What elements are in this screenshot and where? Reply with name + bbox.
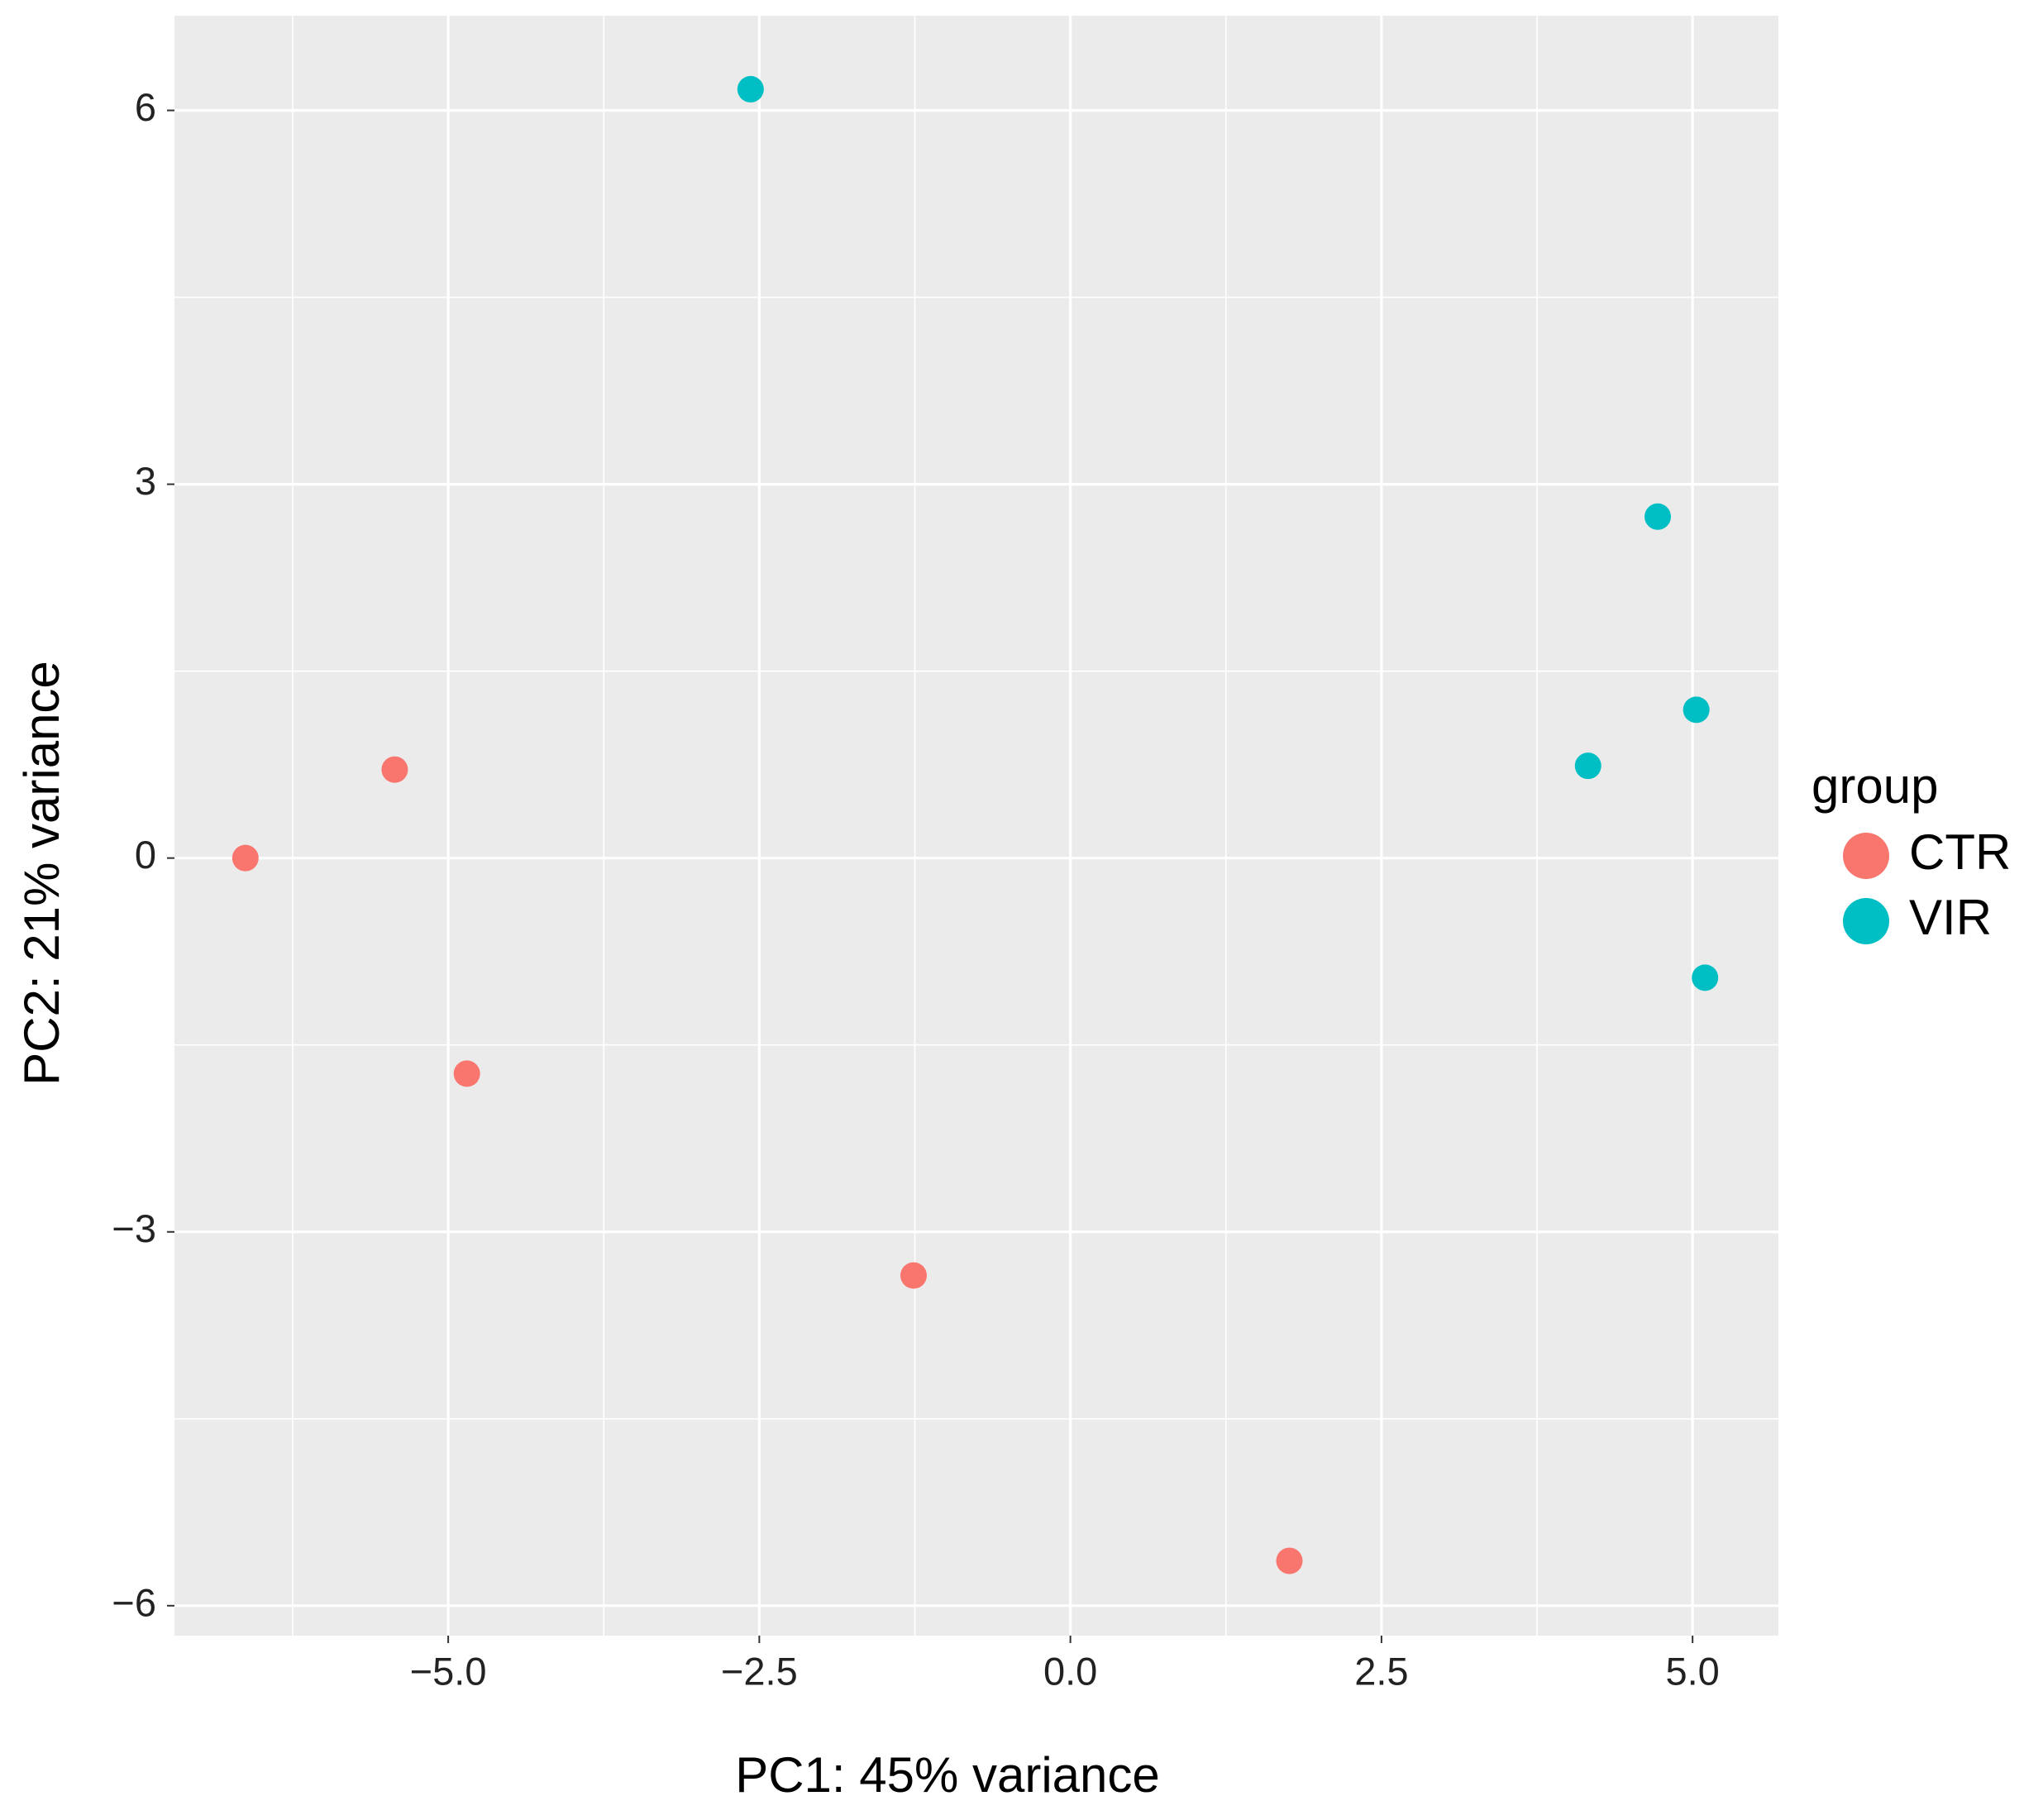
point	[232, 844, 259, 872]
point	[900, 1262, 927, 1289]
grid	[174, 16, 1778, 1636]
point	[1644, 503, 1672, 530]
legend-label: VIR	[1909, 890, 1992, 945]
x-tick-label: 2.5	[1354, 1649, 1408, 1693]
y-tick-label: −6	[112, 1580, 156, 1624]
y-tick-label: 6	[135, 85, 156, 129]
point	[1683, 696, 1710, 724]
x-tick-label: −5.0	[410, 1649, 487, 1693]
x-tick-label: 0.0	[1043, 1649, 1097, 1693]
legend-label: CTR	[1909, 824, 2011, 880]
x-tick-label: 5.0	[1665, 1649, 1719, 1693]
legend-key	[1843, 898, 1889, 944]
y-tick-label: −3	[112, 1206, 156, 1250]
y-axis-title: PC2: 21% variance	[14, 661, 69, 1086]
point	[381, 756, 408, 783]
x-axis-title: PC1: 45% variance	[735, 1747, 1160, 1803]
y-tick-label: 3	[135, 459, 156, 503]
legend-key	[1843, 833, 1889, 879]
y-tick-label: 0	[135, 833, 156, 877]
x-tick-label: −2.5	[721, 1649, 798, 1693]
point	[737, 75, 764, 103]
point	[1692, 964, 1719, 991]
point	[1574, 752, 1601, 780]
panel-background	[174, 16, 1778, 1636]
legend-title: group	[1811, 758, 1938, 814]
points	[232, 75, 1719, 1574]
point	[453, 1060, 480, 1087]
point	[1276, 1547, 1303, 1574]
